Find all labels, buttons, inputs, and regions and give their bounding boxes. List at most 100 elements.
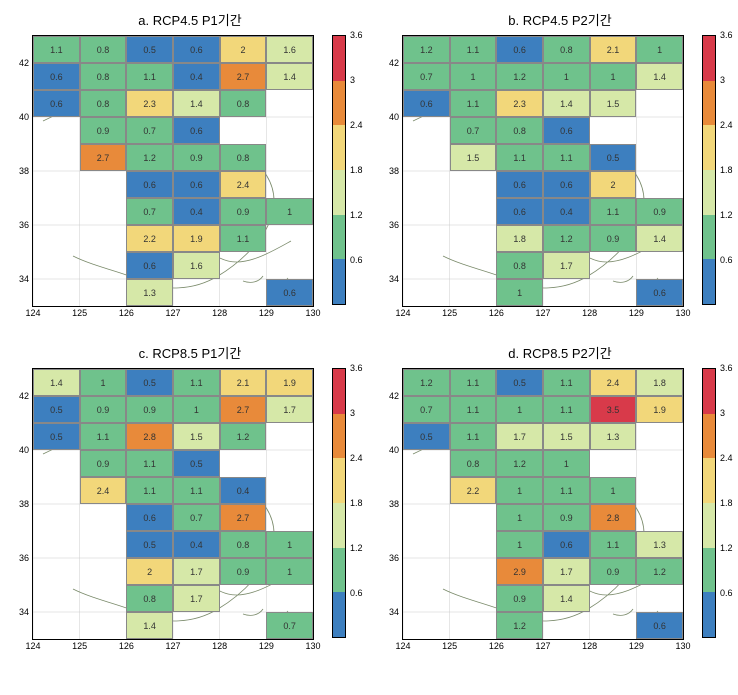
cell-value: 1.1: [143, 72, 156, 82]
heatmap-cell: 1.6: [173, 252, 220, 279]
cell-value: 1.2: [513, 72, 526, 82]
colorbar-tick-label: 2.4: [720, 120, 733, 130]
cell-value: 0.8: [237, 99, 250, 109]
heatmap-cell: 2.4: [590, 369, 637, 396]
heatmap-cell: 1.2: [126, 144, 173, 171]
heatmap-cell: 1.1: [126, 450, 173, 477]
cell-value: 2.7: [237, 513, 250, 523]
cell-value: 1.1: [560, 378, 573, 388]
cell-value: 1.1: [513, 153, 526, 163]
heatmap-cell: 0.9: [80, 117, 127, 144]
x-axis-tick: 130: [675, 641, 690, 651]
heatmap-cell: 1.6: [266, 36, 313, 63]
cell-value: 0.6: [513, 45, 526, 55]
y-axis-tick: 34: [19, 274, 29, 284]
heatmap-cell: 1.7: [173, 558, 220, 585]
x-axis-tick: 130: [305, 641, 320, 651]
cell-value: 1.5: [190, 432, 203, 442]
colorbar-segment: [703, 414, 715, 459]
heatmap-cell: 0.8: [543, 36, 590, 63]
heatmap-cell: 2: [126, 558, 173, 585]
cell-value: 0.6: [513, 180, 526, 190]
heatmap-cell: 0.6: [496, 36, 543, 63]
cell-value: 1.3: [607, 432, 620, 442]
y-axis-tick: 42: [19, 391, 29, 401]
heatmap-cell: 1.5: [590, 90, 637, 117]
heatmap-cell: 1.1: [543, 144, 590, 171]
cell-value: 1: [564, 459, 569, 469]
heatmap-cell: 0.7: [403, 396, 450, 423]
heatmap-cell: 0.8: [496, 117, 543, 144]
colorbar-tick-label: 0.6: [720, 588, 733, 598]
colorbar-tick-label: 3: [720, 408, 725, 418]
heatmap-cell: 1.7: [496, 423, 543, 450]
heatmap-cell: 2.1: [590, 36, 637, 63]
heatmap-cell: 1.4: [636, 63, 683, 90]
cell-value: 1.4: [560, 99, 573, 109]
heatmap-cell: 1.2: [403, 36, 450, 63]
heatmap-cell: 2.2: [126, 225, 173, 252]
heatmap-cell: 0.5: [173, 450, 220, 477]
panel-area: 1.21.10.51.12.41.80.71.111.13.51.90.51.1…: [380, 368, 738, 656]
cell-value: 1.7: [190, 594, 203, 604]
cell-value: 1: [517, 486, 522, 496]
heatmap-cell: 1.4: [173, 90, 220, 117]
cell-value: 1.7: [560, 261, 573, 271]
y-axis-tick: 38: [19, 499, 29, 509]
heatmap-cell: 1.1: [450, 423, 497, 450]
heatmap-cell: 1.4: [266, 63, 313, 90]
cell-value: 1: [657, 45, 662, 55]
heatmap-cell: 1.2: [496, 450, 543, 477]
heatmap-cell: 1: [450, 63, 497, 90]
colorbar: 0.61.21.82.433.6: [332, 368, 370, 638]
heatmap-cell: 1: [543, 63, 590, 90]
colorbar-segment: [333, 592, 345, 637]
cell-value: 1: [287, 207, 292, 217]
cell-value: 0.4: [190, 540, 203, 550]
heatmap-cell: 0.6: [403, 90, 450, 117]
panel-a: a. RCP4.5 P1기간1.10.80.50.621.60.60.81.10…: [10, 10, 370, 323]
heatmap-cell: 2.2: [450, 477, 497, 504]
cell-value: 1.3: [653, 540, 666, 550]
colorbar-tick-label: 3: [350, 408, 355, 418]
y-axis-tick: 38: [19, 166, 29, 176]
cell-value: 1.1: [560, 486, 573, 496]
heatmap-cell: 0.9: [636, 198, 683, 225]
x-axis-tick: 129: [259, 641, 274, 651]
heatmap-cell: 1.3: [590, 423, 637, 450]
heatmap-cell: 0.6: [636, 612, 683, 639]
colorbar-segment: [703, 81, 715, 126]
colorbar-segment: [333, 369, 345, 414]
y-axis-tick: 40: [389, 112, 399, 122]
cell-value: 0.6: [143, 261, 156, 271]
heatmap-cell: 1: [496, 279, 543, 306]
heatmap-cell: 1.7: [543, 558, 590, 585]
colorbar-tick-label: 1.2: [720, 210, 733, 220]
cell-value: 1: [287, 567, 292, 577]
y-axis-tick: 36: [389, 553, 399, 563]
cell-value: 0.9: [653, 207, 666, 217]
cell-value: 1.1: [190, 486, 203, 496]
plot-box: 1.21.10.60.82.110.711.2111.40.61.12.31.4…: [402, 35, 684, 307]
cell-value: 1.2: [143, 153, 156, 163]
cell-value: 0.9: [237, 567, 250, 577]
heatmap-cell: 2: [220, 36, 267, 63]
colorbar-segment: [333, 458, 345, 503]
heatmap-cell: 0.6: [496, 171, 543, 198]
cell-value: 1.1: [467, 432, 480, 442]
heatmap-cell: 2.3: [126, 90, 173, 117]
x-axis-tick: 128: [582, 308, 597, 318]
colorbar-tick-label: 3.6: [720, 363, 733, 373]
heatmap-cell: 0.5: [33, 396, 80, 423]
heatmap-cell: 1.4: [543, 90, 590, 117]
heatmap-cell: 1: [496, 396, 543, 423]
heatmap-cell: 0.8: [126, 585, 173, 612]
heatmap-cell: 0.8: [80, 36, 127, 63]
cell-value: 0.6: [190, 126, 203, 136]
heatmap-cell: 1.8: [496, 225, 543, 252]
cell-value: 0.9: [237, 207, 250, 217]
cell-value: 1: [610, 486, 615, 496]
colorbar-tick-label: 0.6: [350, 588, 363, 598]
colorbar-tick-label: 2.4: [350, 453, 363, 463]
cell-value: 0.6: [420, 99, 433, 109]
